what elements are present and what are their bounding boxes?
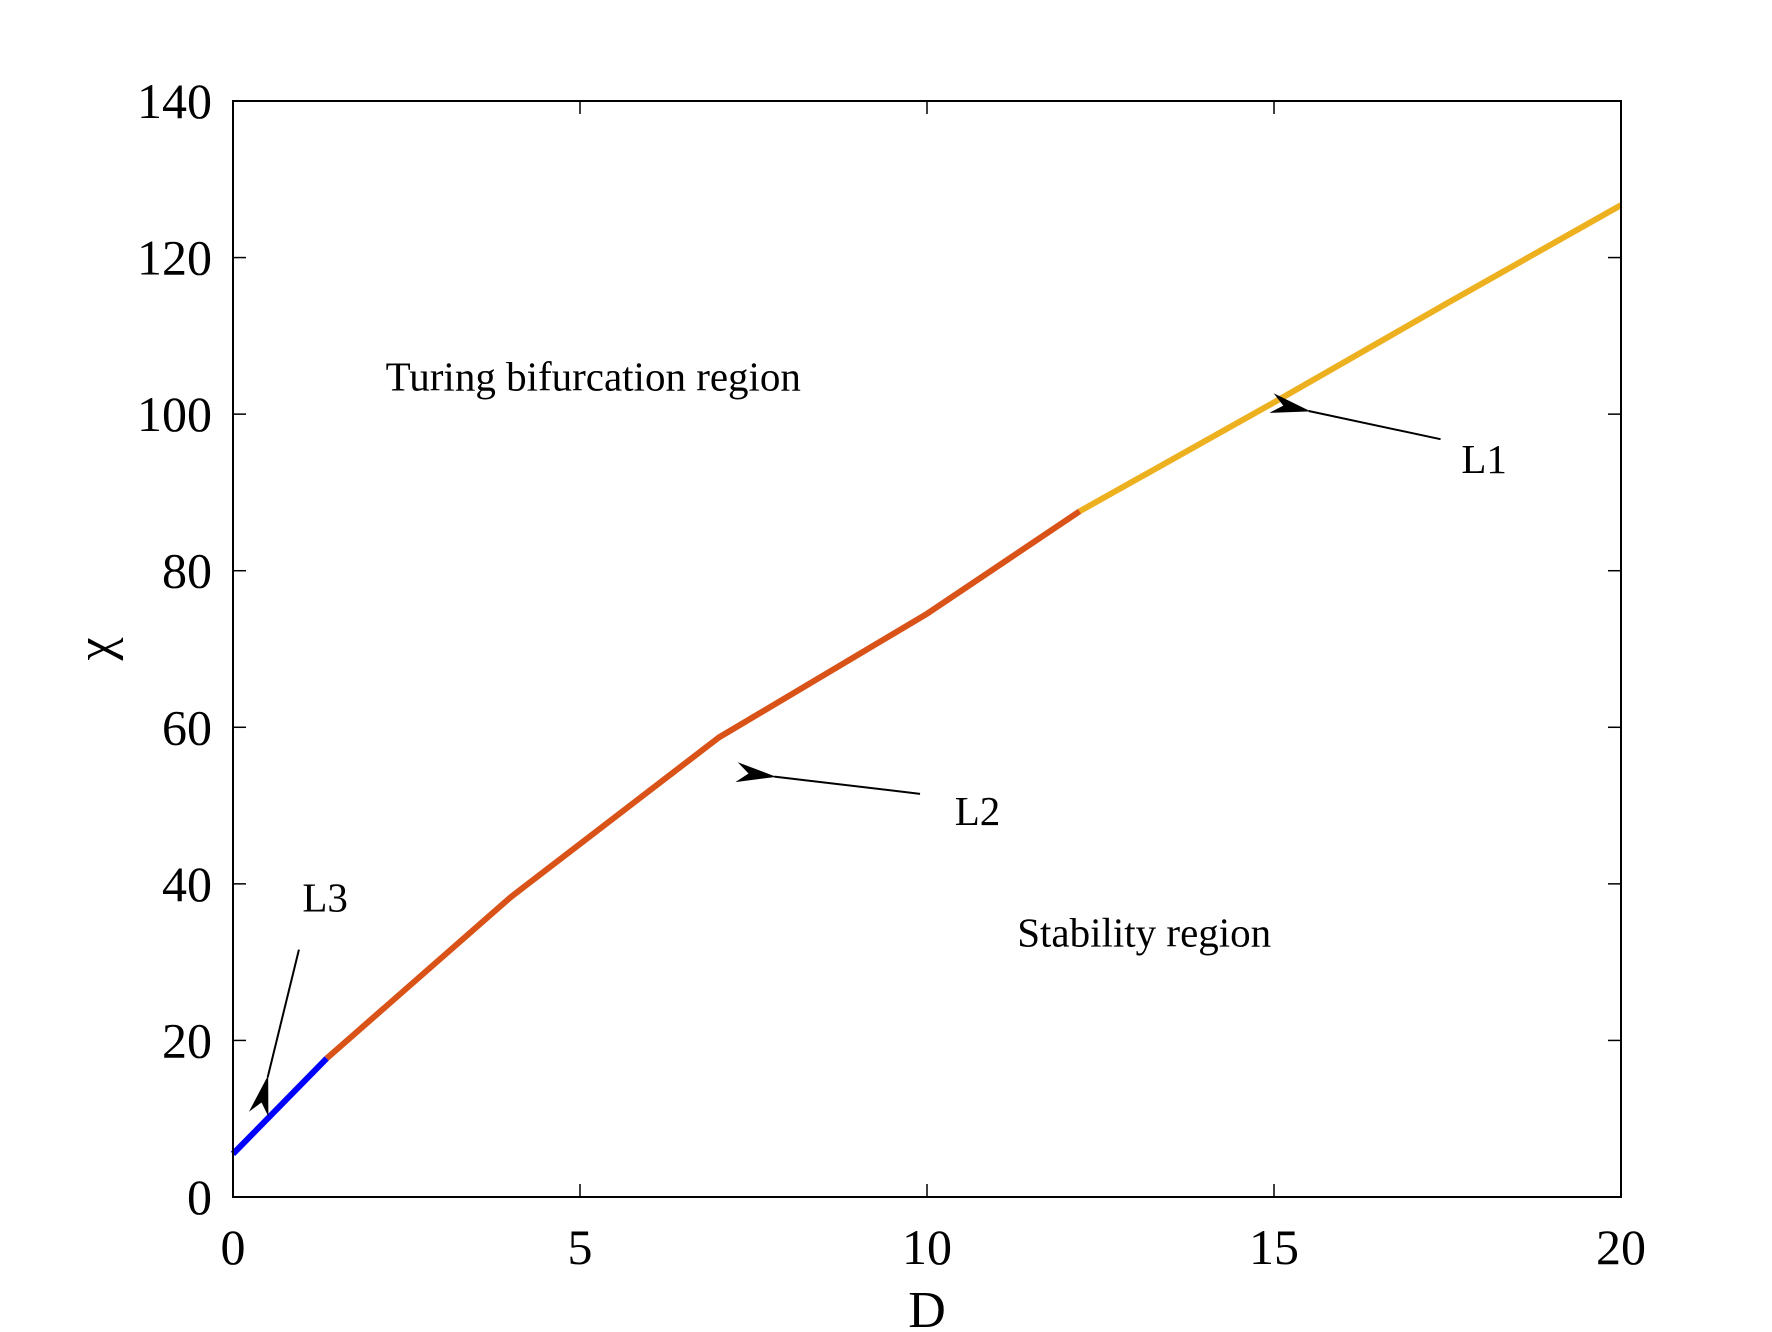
x-axis-label: D	[908, 1282, 946, 1332]
series-line-l3	[230, 1056, 329, 1157]
y-tick-label: 100	[137, 386, 212, 442]
y-tick-label: 20	[162, 1012, 212, 1068]
turing-region-label: Turing bifurcation region	[386, 354, 801, 400]
l2-arrow	[735, 762, 921, 795]
stability-region-label: Stability region	[1017, 909, 1271, 955]
x-tick-label: 15	[1249, 1219, 1299, 1275]
ticks-layer: 0 5 10 15 20 0 20 40 60 80 100 120 140	[137, 73, 1646, 1275]
x-tick-label: 0	[221, 1219, 246, 1275]
y-axis-label: χ	[67, 637, 124, 661]
y-tick-label: 40	[162, 856, 212, 912]
y-tick-label: 120	[137, 230, 212, 286]
l1-label: L1	[1461, 436, 1507, 482]
x-tick-label: 10	[902, 1219, 952, 1275]
plot-frame	[232, 100, 1622, 1198]
l2-label: L2	[955, 788, 1001, 834]
y-tick-label: 60	[162, 699, 212, 755]
x-tick-label: 5	[568, 1219, 593, 1275]
l3-arrow	[248, 949, 300, 1117]
y-tick-label: 0	[187, 1169, 212, 1225]
x-tick-label: 20	[1596, 1219, 1646, 1275]
y-tick-label: 80	[162, 543, 212, 599]
y-tick-label: 140	[137, 73, 212, 129]
l1-arrow	[1269, 393, 1441, 441]
l3-label: L3	[302, 874, 348, 920]
series-line-l1	[1078, 202, 1623, 514]
series-layer	[230, 202, 1623, 1157]
series-line-l2	[324, 508, 1082, 1061]
arrows-layer	[248, 393, 1441, 1117]
